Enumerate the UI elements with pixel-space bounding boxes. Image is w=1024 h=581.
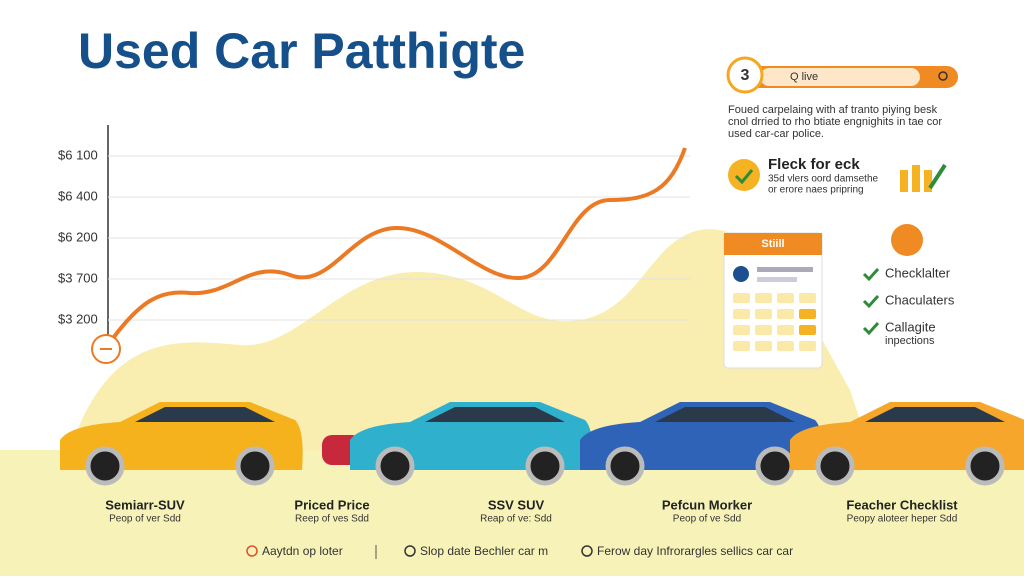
feature-line: 35d vlers oord damsethe [768, 174, 879, 185]
footer-item: Aaytdn op loter [262, 544, 343, 558]
checklist-item: Chaculaters [885, 292, 955, 307]
wheel [965, 446, 1005, 486]
search-label: Q live [790, 71, 818, 83]
card-cell [777, 325, 794, 335]
car-name: Semiarr-SUV [105, 497, 185, 512]
card-cell [777, 309, 794, 319]
feature-icon [728, 159, 760, 191]
wheel [755, 446, 795, 486]
card-header [724, 233, 822, 255]
car-name: Priced Price [294, 497, 369, 512]
card-cell [733, 309, 750, 319]
card-cell [799, 309, 816, 319]
cars: Semiarr-SUV Peop of ver Sdd Priced Price Re… [60, 402, 1024, 525]
checklist-item: Checklalter [885, 265, 951, 280]
axis-label: $3 200 [58, 311, 98, 326]
car-sub: Peopy aloteer heper Sdd [847, 514, 958, 525]
checklist: Checklalter Chaculaters Callagiteinpection… [862, 265, 955, 347]
check-mark [862, 294, 880, 309]
car-name: SSV SUV [488, 497, 545, 512]
card-cell [777, 341, 794, 351]
card-check [733, 266, 749, 282]
checklist-item: inpections [885, 335, 935, 347]
card-grid [733, 293, 816, 351]
card-cell [755, 341, 772, 351]
footer: Aaytdn op loter Slop date Bechler car m Fe… [246, 544, 793, 558]
car-sub: Reep of ves Sdd [295, 514, 369, 525]
search-field[interactable] [760, 68, 920, 86]
description: Foued carpelaing with af tranto piying b… [728, 104, 942, 140]
axis-label: $6 200 [58, 229, 98, 244]
timer-badge: 3 [741, 67, 750, 84]
hill [70, 229, 870, 450]
bar-icon [900, 163, 947, 192]
car-window [655, 407, 795, 422]
wheel [815, 446, 855, 486]
card-cell [799, 325, 816, 335]
footer-icon [246, 545, 258, 557]
footer-icon [404, 545, 416, 557]
check-mark [862, 267, 880, 282]
card-cell [755, 309, 772, 319]
card-cell [755, 293, 772, 303]
card-cell [733, 341, 750, 351]
grid: $6 100 $6 400 $6 200 $3 700 $3 200 [58, 147, 690, 326]
footer-item: Slop date Bechler car m [420, 544, 548, 558]
search-icon[interactable] [938, 71, 948, 81]
car-sub: Peop of ver Sdd [109, 514, 181, 525]
car-name: Pefcun Morker [662, 497, 752, 512]
wheel [85, 446, 125, 486]
card-line [757, 277, 797, 282]
car-sub: Peop of ve Sdd [673, 514, 741, 525]
car-window [135, 407, 275, 422]
wheel [605, 446, 645, 486]
description-line: Foued carpelaing with af tranto piying b… [728, 104, 938, 116]
car-sub: Reap of ve: Sdd [480, 514, 552, 525]
wheel [525, 446, 565, 486]
feature-line: or erore naes pripring [768, 185, 864, 196]
card-cell [777, 293, 794, 303]
footer-item: Ferow day Infrorargles sellics car car [597, 544, 793, 558]
timer-icon [726, 56, 764, 94]
card-cell [799, 341, 816, 351]
card-cell [733, 293, 750, 303]
wheel [375, 446, 415, 486]
feature-check [734, 169, 754, 185]
axis-label: $3 700 [58, 270, 98, 285]
card-cell [755, 325, 772, 335]
car-window [425, 407, 565, 422]
axis-label: $6 400 [58, 188, 98, 203]
feature-title: Fleck for eck [768, 156, 860, 173]
wheel [235, 446, 275, 486]
axis-label: $6 100 [58, 147, 98, 162]
check-mark [862, 321, 880, 336]
card-cell [799, 293, 816, 303]
title: Used Car Patthigte [78, 23, 525, 79]
car-name: Feacher Checklist [846, 497, 958, 512]
card-title: Stiill [761, 238, 784, 250]
card-cell [733, 325, 750, 335]
card-line [757, 267, 813, 272]
description-line: used car-car police. [728, 128, 824, 140]
trend-line [106, 147, 687, 347]
car-window [865, 407, 1005, 422]
footer-icon [581, 545, 593, 557]
lock-icon [891, 224, 923, 256]
checklist-item: Callagite [885, 319, 936, 334]
description-line: cnol drried to rho btiate engnighits in … [728, 116, 942, 128]
